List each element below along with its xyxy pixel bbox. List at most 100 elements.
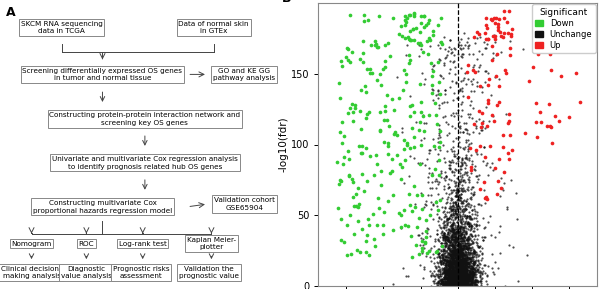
Point: [357, 172, 367, 176]
Point: [460, 178, 469, 182]
Point: [436, 260, 445, 264]
Point: [457, 277, 467, 282]
Point: [467, 202, 476, 207]
Point: [482, 161, 492, 166]
Point: [469, 261, 478, 266]
Point: [429, 62, 439, 67]
Point: [470, 261, 480, 266]
Point: [447, 222, 457, 226]
Point: [466, 270, 475, 274]
Point: [451, 282, 461, 287]
Point: [415, 120, 425, 124]
Point: [449, 282, 459, 287]
Point: [463, 235, 473, 239]
Point: [447, 252, 457, 257]
Point: [443, 236, 452, 240]
Point: [448, 211, 457, 216]
Point: [461, 267, 471, 272]
Point: [456, 269, 466, 273]
Point: [458, 212, 468, 217]
Point: [443, 266, 453, 271]
Point: [455, 278, 464, 283]
Point: [451, 281, 461, 285]
Point: [451, 215, 461, 220]
Point: [448, 280, 457, 284]
Point: [445, 264, 455, 268]
Point: [457, 275, 466, 280]
Point: [449, 265, 458, 270]
Point: [469, 266, 479, 271]
Point: [400, 18, 410, 22]
Point: [451, 258, 461, 263]
Point: [439, 283, 448, 288]
Point: [461, 216, 470, 220]
Point: [419, 25, 429, 29]
Point: [445, 272, 455, 276]
Point: [480, 235, 490, 240]
Point: [458, 52, 467, 56]
Point: [451, 282, 460, 286]
Point: [457, 243, 467, 247]
Point: [455, 171, 464, 176]
Point: [458, 225, 468, 230]
Point: [506, 32, 516, 36]
Point: [454, 276, 464, 281]
Point: [412, 193, 422, 198]
Point: [458, 275, 467, 279]
Point: [379, 118, 389, 123]
Point: [455, 277, 465, 282]
Point: [443, 274, 453, 279]
Point: [459, 234, 469, 239]
Point: [444, 263, 454, 268]
Point: [431, 112, 440, 117]
Point: [467, 255, 477, 260]
Point: [446, 177, 456, 182]
Point: [444, 240, 454, 244]
Point: [455, 283, 464, 288]
Point: [466, 264, 475, 268]
Point: [453, 188, 463, 192]
Point: [460, 281, 470, 286]
Point: [447, 266, 457, 270]
Point: [461, 279, 471, 284]
Point: [449, 246, 459, 251]
Point: [458, 266, 467, 270]
Point: [455, 231, 465, 236]
Point: [494, 230, 504, 235]
Point: [453, 276, 463, 280]
Point: [469, 279, 478, 283]
Point: [463, 282, 472, 287]
Point: [461, 253, 470, 257]
Point: [458, 262, 468, 266]
Point: [441, 234, 451, 239]
Point: [442, 271, 451, 276]
Point: [458, 257, 468, 262]
Point: [448, 160, 458, 164]
Point: [435, 91, 445, 96]
Point: [458, 255, 467, 260]
Point: [464, 224, 473, 228]
Point: [407, 255, 417, 259]
Point: [468, 270, 478, 274]
Point: [447, 259, 457, 263]
Point: [449, 253, 458, 258]
Point: [455, 275, 465, 280]
Point: [460, 282, 470, 287]
Point: [513, 279, 523, 284]
Point: [458, 283, 467, 288]
Point: [447, 281, 457, 286]
Point: [452, 254, 461, 259]
Point: [452, 229, 461, 233]
Point: [464, 223, 473, 228]
Point: [474, 245, 484, 249]
Point: [469, 240, 478, 245]
Point: [416, 143, 426, 147]
Point: [452, 270, 462, 275]
Point: [463, 265, 473, 270]
Point: [445, 264, 455, 269]
Point: [356, 250, 365, 255]
Point: [436, 253, 445, 257]
Point: [477, 245, 487, 250]
Point: [463, 246, 472, 250]
Point: [440, 249, 450, 254]
